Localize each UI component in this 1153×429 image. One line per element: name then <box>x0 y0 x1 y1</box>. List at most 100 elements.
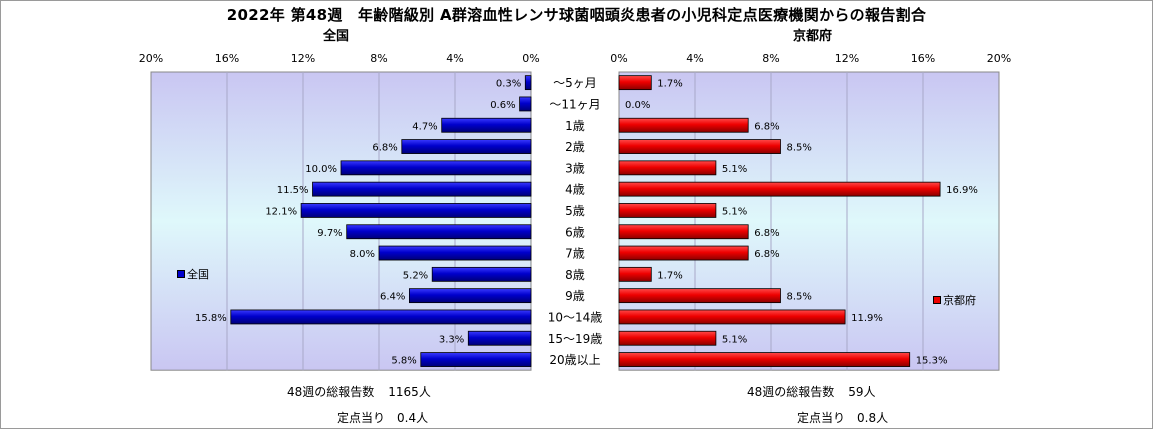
kyoto-bar <box>618 203 717 218</box>
legend-national-swatch <box>177 270 185 278</box>
kyoto-bar <box>618 117 749 133</box>
national-data-label: 9.7% <box>317 228 342 239</box>
national-data-label: 5.8% <box>391 356 416 367</box>
category-label: 9歳 <box>565 289 585 303</box>
kyoto-bar <box>618 266 652 282</box>
left-per-value: 0.4人 <box>397 411 429 425</box>
national-data-label: 12.1% <box>265 206 297 217</box>
right-x-tick-label: 12% <box>835 52 859 65</box>
kyoto-bar <box>618 224 749 240</box>
national-bar <box>340 160 532 176</box>
category-label: 10～14歳 <box>548 310 603 324</box>
kyoto-data-label: 5.1% <box>722 164 747 175</box>
national-bar <box>420 352 532 367</box>
category-label: 8歳 <box>565 268 585 282</box>
national-bar <box>346 224 532 240</box>
category-label: 2歳 <box>565 140 585 154</box>
kyoto-data-label: 16.9% <box>946 185 978 196</box>
national-data-label: 15.8% <box>195 313 227 324</box>
left-x-tick-label: 8% <box>370 52 387 65</box>
national-data-label: 3.3% <box>439 334 464 345</box>
national-bar <box>408 288 532 304</box>
category-label: 5歳 <box>565 204 585 218</box>
kyoto-bar <box>618 309 846 325</box>
right-subtitle: 京都府 <box>793 29 833 44</box>
national-data-label: 4.7% <box>412 121 437 132</box>
national-bar <box>524 75 532 91</box>
national-bar <box>401 139 532 154</box>
national-data-label: 10.0% <box>305 164 337 175</box>
right-per-sentinel: 定点当り 0.8人 <box>797 409 888 426</box>
national-bar <box>378 245 532 261</box>
right-x-tick-label: 4% <box>686 52 703 65</box>
left-total-reports: 48週の総報告数 1165人 <box>287 383 431 400</box>
right-total-reports: 48週の総報告数 59人 <box>747 383 876 400</box>
kyoto-data-label: 11.9% <box>851 313 883 324</box>
national-bar <box>467 330 532 346</box>
national-bar <box>519 96 532 112</box>
right-per-value: 0.8人 <box>857 411 889 425</box>
kyoto-bar <box>618 288 781 304</box>
kyoto-bar <box>618 181 941 197</box>
left-x-tick-label: 16% <box>215 52 239 65</box>
category-label: 6歳 <box>565 225 585 239</box>
national-bar <box>230 309 532 325</box>
kyoto-data-label: 6.8% <box>754 228 779 239</box>
kyoto-data-label: 1.7% <box>657 79 682 90</box>
kyoto-bar <box>618 75 652 91</box>
category-label: ～11ヶ月 <box>549 97 600 111</box>
kyoto-data-label: 8.5% <box>787 143 812 154</box>
category-label: ～5ヶ月 <box>553 76 597 90</box>
right-per-label: 定点当り <box>797 411 846 425</box>
kyoto-data-label: 6.8% <box>754 249 779 260</box>
category-label: 20歳以上 <box>549 353 600 367</box>
legend-kyoto-label: 京都府 <box>943 294 976 307</box>
national-bar <box>441 117 532 133</box>
left-plot-area <box>150 71 532 371</box>
national-data-label: 0.3% <box>496 79 521 90</box>
kyoto-bar <box>618 245 749 261</box>
legend-national-label: 全国 <box>187 268 209 281</box>
kyoto-bar <box>618 160 717 176</box>
kyoto-bar <box>618 330 717 346</box>
kyoto-data-label: 8.5% <box>787 292 812 303</box>
left-subtitle: 全国 <box>323 29 350 44</box>
category-label: 3歳 <box>565 161 585 175</box>
left-total-value: 1165人 <box>388 385 431 399</box>
left-total-label: 48週の総報告数 <box>287 385 375 399</box>
national-data-label: 6.8% <box>372 143 397 154</box>
national-bar <box>300 203 532 218</box>
left-x-tick-label: 0% <box>522 52 539 65</box>
national-data-label: 8.0% <box>350 249 375 260</box>
right-total-label: 48週の総報告数 <box>747 385 835 399</box>
kyoto-data-label: 6.8% <box>754 121 779 132</box>
national-bar <box>312 181 532 197</box>
legend-kyoto-swatch <box>933 296 941 304</box>
right-total-value: 59人 <box>848 385 876 399</box>
right-plot-area <box>618 71 1000 371</box>
left-per-sentinel: 定点当り 0.4人 <box>337 409 428 426</box>
kyoto-data-label: 1.7% <box>657 270 682 281</box>
kyoto-data-label: 15.3% <box>916 356 948 367</box>
category-label: 4歳 <box>565 183 585 197</box>
legend-kyoto: 京都府 <box>933 292 976 308</box>
category-label: 1歳 <box>565 119 585 133</box>
kyoto-data-label: 5.1% <box>722 334 747 345</box>
kyoto-data-label: 5.1% <box>722 206 747 217</box>
kyoto-bar <box>618 352 911 367</box>
chart-title: 2022年 第48週 年齢階級別 A群溶血性レンサ球菌咽頭炎患者の小児科定点医療… <box>226 6 927 24</box>
right-x-tick-label: 8% <box>762 52 779 65</box>
kyoto-bar <box>618 139 781 154</box>
national-data-label: 0.6% <box>490 100 515 111</box>
right-x-tick-label: 0% <box>610 52 627 65</box>
category-label: 7歳 <box>565 247 585 261</box>
legend-national: 全国 <box>177 266 209 282</box>
left-x-tick-label: 4% <box>446 52 463 65</box>
national-data-label: 5.2% <box>403 270 428 281</box>
left-x-tick-label: 12% <box>291 52 315 65</box>
national-bar <box>431 266 532 282</box>
category-label: 15～19歳 <box>548 332 603 346</box>
national-data-label: 6.4% <box>380 292 405 303</box>
right-x-tick-label: 20% <box>987 52 1011 65</box>
